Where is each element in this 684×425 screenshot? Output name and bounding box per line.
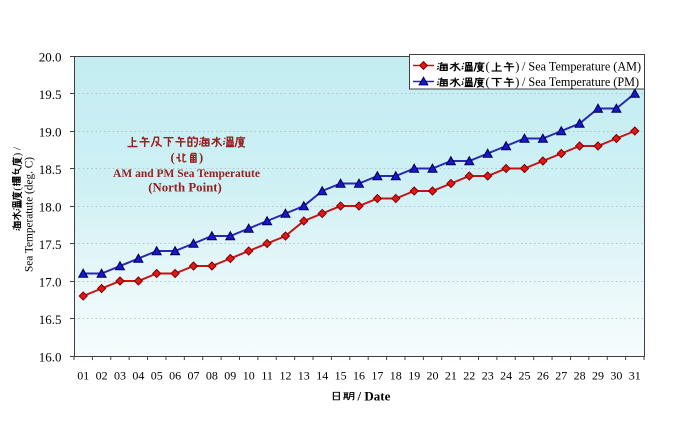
svg-text:17.5: 17.5 <box>39 237 62 252</box>
svg-text:16.5: 16.5 <box>39 312 62 327</box>
svg-text:07: 07 <box>188 369 200 383</box>
svg-text:09: 09 <box>224 369 236 383</box>
svg-text:31: 31 <box>629 369 641 383</box>
svg-text:30: 30 <box>610 369 622 383</box>
svg-text:(: ( <box>12 187 24 191</box>
svg-text:25: 25 <box>519 369 531 383</box>
svg-text:11: 11 <box>261 369 273 383</box>
svg-text:): ) <box>515 60 519 74</box>
svg-text:06: 06 <box>169 369 181 383</box>
svg-text:12: 12 <box>280 369 292 383</box>
svg-text:Sea Temperatute (deg. C): Sea Temperatute (deg. C) <box>24 157 36 272</box>
svg-text:04: 04 <box>132 369 144 383</box>
svg-text:): ) <box>199 151 203 165</box>
svg-text:22: 22 <box>463 369 475 383</box>
svg-text:19: 19 <box>408 369 420 383</box>
svg-text:(North Point): (North Point) <box>148 181 222 195</box>
svg-text:20.0: 20.0 <box>39 49 62 64</box>
svg-text:(: ( <box>171 151 175 165</box>
svg-text:) /: ) / <box>12 146 24 156</box>
svg-text:19.5: 19.5 <box>39 87 62 102</box>
svg-text:18: 18 <box>390 369 402 383</box>
svg-text:02: 02 <box>96 369 108 383</box>
svg-text:15: 15 <box>335 369 347 383</box>
svg-text:17.0: 17.0 <box>39 274 62 289</box>
svg-text:23: 23 <box>482 369 494 383</box>
svg-text:03: 03 <box>114 369 126 383</box>
svg-text:26: 26 <box>537 369 549 383</box>
svg-text:29: 29 <box>592 369 604 383</box>
svg-text:17: 17 <box>371 369 383 383</box>
svg-text:16: 16 <box>353 369 365 383</box>
svg-text:18.5: 18.5 <box>39 162 62 177</box>
svg-text:24: 24 <box>500 369 512 383</box>
svg-text:18.0: 18.0 <box>39 199 62 214</box>
svg-text:16.0: 16.0 <box>39 349 62 364</box>
svg-text:(: ( <box>486 60 490 74</box>
svg-text:13: 13 <box>298 369 310 383</box>
svg-text:AM and PM Sea Temperatute: AM and PM Sea Temperatute <box>113 168 260 180</box>
svg-text:14: 14 <box>316 369 328 383</box>
svg-text:10: 10 <box>243 369 255 383</box>
svg-text:(: ( <box>486 75 490 89</box>
svg-text:28: 28 <box>574 369 586 383</box>
svg-text:19.0: 19.0 <box>39 124 62 139</box>
svg-text:05: 05 <box>151 369 163 383</box>
svg-text:): ) <box>515 75 519 89</box>
svg-text:27: 27 <box>555 369 567 383</box>
svg-text:21: 21 <box>445 369 457 383</box>
svg-text:/ Date: / Date <box>357 389 391 404</box>
svg-text:08: 08 <box>206 369 218 383</box>
svg-text:20: 20 <box>427 369 439 383</box>
svg-text:/ Sea Temperature (AM): / Sea Temperature (AM) <box>522 60 641 74</box>
svg-text:01: 01 <box>77 369 89 383</box>
svg-text:/ Sea Temperature (PM): / Sea Temperature (PM) <box>522 75 639 89</box>
